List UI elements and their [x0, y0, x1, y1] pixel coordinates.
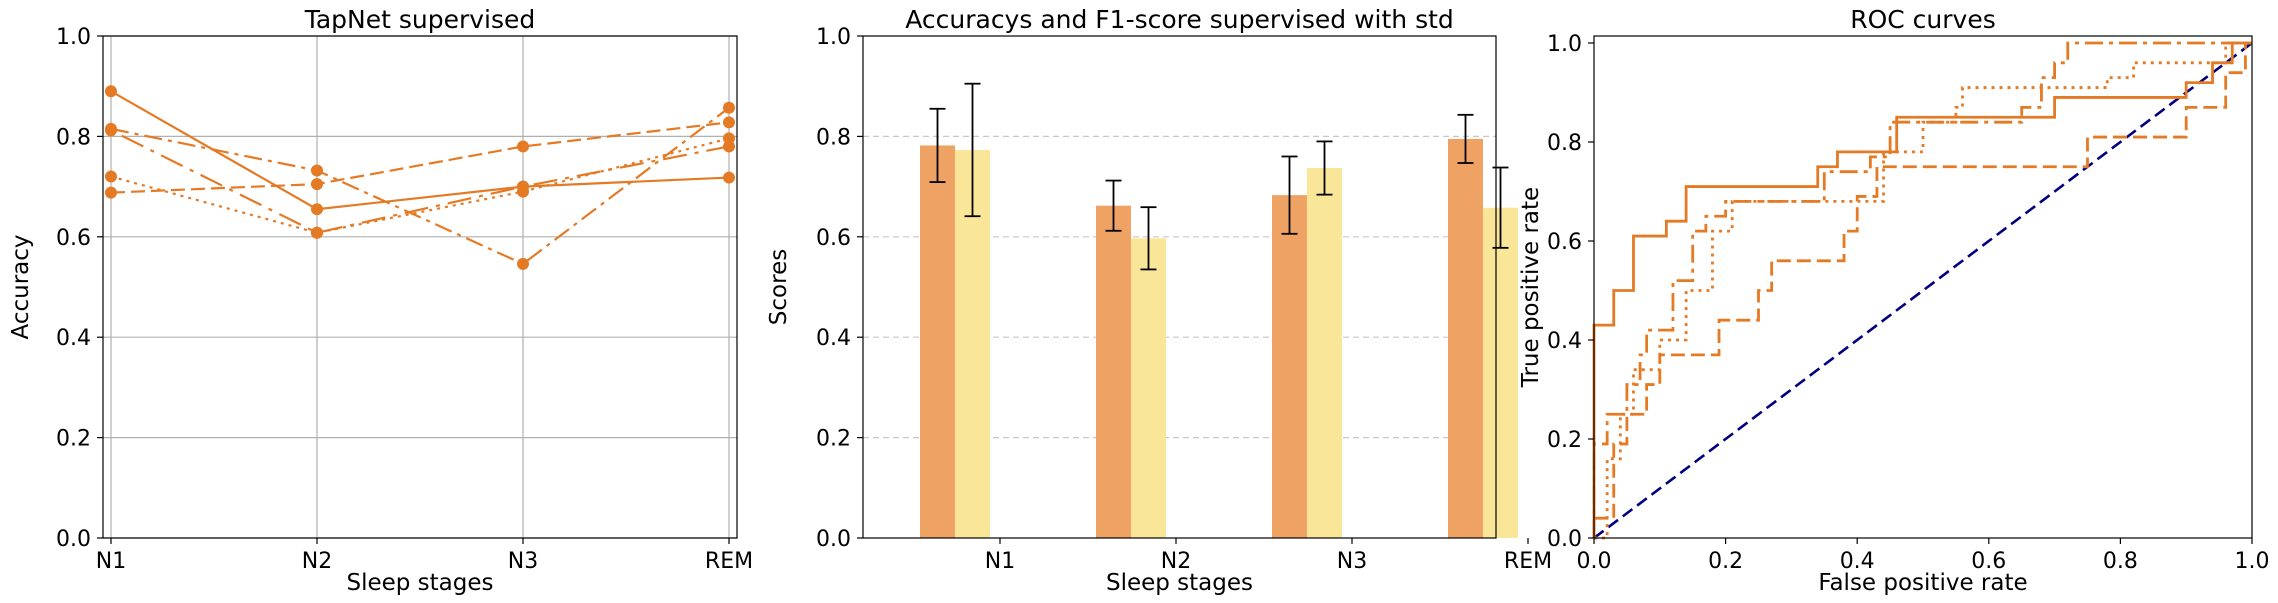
y-tick-label: 0.2 [1547, 428, 1582, 453]
data-point [723, 140, 735, 153]
axes-frame [102, 35, 738, 539]
series-line [110, 137, 730, 234]
y-tick-label: 0.2 [816, 427, 851, 452]
y-tick-label: 1.0 [56, 25, 91, 50]
x-tick-label: 0.6 [1971, 549, 2006, 574]
x-tick-label: N3 [508, 549, 538, 574]
y-tick-label: 0.6 [1547, 230, 1582, 255]
bar [1131, 238, 1166, 538]
x-axis-label: Sleep stages [346, 570, 493, 596]
y-tick-label: 0.8 [1547, 131, 1582, 156]
x-axis-label: Sleep stages [1106, 570, 1253, 596]
bar [1448, 138, 1483, 538]
chart-title: Accuracys and F1-score supervised with s… [905, 5, 1454, 34]
series-line [110, 90, 730, 211]
y-tick-label: 0.4 [816, 326, 851, 351]
x-axis-label: False positive rate [1818, 570, 2027, 596]
y-tick-label: 0.2 [56, 427, 91, 452]
y-tick-label: 0.0 [816, 527, 851, 552]
x-tick-label: N1 [96, 549, 126, 574]
roc-curve [1594, 41, 2252, 540]
y-tick-label: 0.8 [56, 125, 91, 150]
y-axis-label: Accuracy [8, 234, 34, 339]
x-tick-label: 0.0 [1577, 549, 1612, 574]
y-tick-label: 0.6 [56, 226, 91, 251]
y-axis-label: True positive rate [1518, 187, 1544, 388]
bar [1096, 205, 1131, 538]
panel-accuracy-lines [97, 35, 738, 544]
y-tick-label: 0.6 [816, 226, 851, 251]
x-tick-label: N1 [985, 549, 1015, 574]
x-tick-label: 0.8 [2103, 549, 2138, 574]
bar [920, 145, 955, 538]
data-point [517, 180, 529, 193]
data-point [105, 124, 117, 137]
y-tick-label: 0.0 [1547, 527, 1582, 552]
series-line [110, 106, 730, 266]
axes-frame [1593, 35, 2253, 539]
y-tick-label: 1.0 [1547, 32, 1582, 57]
y-tick-label: 0.8 [816, 125, 851, 150]
bar [1272, 195, 1307, 538]
y-tick-label: 0.0 [56, 527, 91, 552]
chart-title: TapNet supervised [304, 5, 536, 34]
series-line [110, 129, 730, 234]
data-point [311, 164, 323, 177]
data-point [723, 116, 735, 129]
data-point [105, 85, 117, 98]
roc-curve [1592, 41, 2252, 538]
bar [1307, 168, 1342, 538]
roc-curve [1592, 41, 2252, 538]
data-point [517, 140, 529, 153]
reference-diagonal [1593, 41, 2253, 540]
x-tick-label: REM [1504, 549, 1552, 574]
data-point [311, 226, 323, 239]
y-tick-label: 1.0 [816, 25, 851, 50]
data-point [723, 101, 735, 114]
x-tick-label: 1.0 [2235, 549, 2270, 574]
panel-score-bars [857, 35, 1529, 544]
series-line [110, 121, 730, 194]
data-point [517, 257, 529, 270]
data-point [311, 178, 323, 191]
y-tick-label: 0.4 [56, 326, 91, 351]
data-point [105, 186, 117, 199]
data-point [311, 203, 323, 216]
x-tick-label: 0.2 [1708, 549, 1743, 574]
y-axis-label: Scores [766, 249, 792, 325]
x-tick-label: N3 [1337, 549, 1367, 574]
data-point [105, 170, 117, 183]
x-tick-label: N2 [302, 549, 332, 574]
y-tick-label: 0.4 [1547, 329, 1582, 354]
panel-roc [1588, 35, 2253, 544]
x-tick-label: 0.4 [1840, 549, 1875, 574]
data-point [723, 171, 735, 184]
axes-frame [862, 35, 1497, 539]
x-tick-label: REM [705, 549, 753, 574]
chart-title: ROC curves [1850, 5, 1996, 34]
x-tick-label: N2 [1161, 549, 1191, 574]
bar [1483, 207, 1518, 538]
